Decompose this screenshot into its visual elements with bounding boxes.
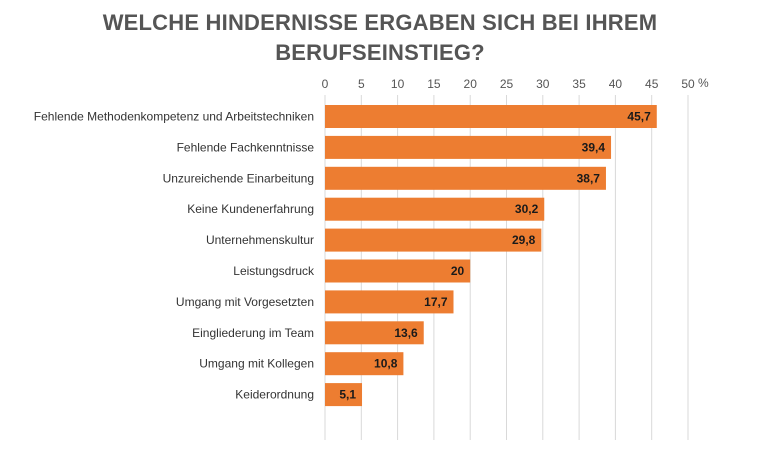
data-label: 39,4 <box>582 140 606 154</box>
data-label: 5,1 <box>339 388 356 402</box>
data-label: 30,2 <box>515 202 539 216</box>
category-label: Fehlende Methodenkompetenz und Arbeitste… <box>34 110 314 124</box>
bar <box>325 166 606 190</box>
bar <box>325 259 471 283</box>
bar <box>325 290 454 314</box>
data-label: 29,8 <box>512 233 536 247</box>
bar <box>325 197 545 221</box>
x-tick-label: 0 <box>322 77 329 91</box>
bar <box>325 228 542 252</box>
x-tick-label: 50 <box>681 77 695 91</box>
category-label: Umgang mit Kollegen <box>199 357 314 371</box>
category-label: Umgang mit Vorgesetzten <box>176 295 314 309</box>
category-label: Unzureichende Einarbeitung <box>163 171 314 185</box>
bar <box>325 135 612 159</box>
bar <box>325 321 424 345</box>
category-label: Eingliederung im Team <box>192 326 314 340</box>
category-label: Keiderordnung <box>235 388 314 402</box>
bar <box>325 383 363 407</box>
x-tick-label: 45 <box>645 77 659 91</box>
data-label: 17,7 <box>424 295 448 309</box>
data-label: 13,6 <box>394 326 418 340</box>
x-tick-label: 10 <box>391 77 405 91</box>
data-label: 10,8 <box>374 357 398 371</box>
category-label: Keine Kundenerfahrung <box>187 202 314 216</box>
x-tick-label: 15 <box>427 77 441 91</box>
data-label: 20 <box>451 264 465 278</box>
chart-title-line-1: WELCHE HINDERNISSE ERGABEN SICH BEI IHRE… <box>102 10 658 35</box>
x-tick-label: 25 <box>500 77 514 91</box>
bar <box>325 105 657 128</box>
data-label: 45,7 <box>627 110 651 124</box>
x-tick-label: 35 <box>572 77 586 91</box>
x-tick-label: 5 <box>358 77 365 91</box>
category-label: Fehlende Fachkenntnisse <box>177 140 315 154</box>
x-tick-label: 30 <box>536 77 550 91</box>
category-label: Leistungsdruck <box>233 264 315 278</box>
x-tick-label: 20 <box>464 77 478 91</box>
data-label: 38,7 <box>577 171 601 185</box>
x-tick-label: 40 <box>609 77 623 91</box>
chart-title-line-2: BERUFSEINSTIEG? <box>275 40 485 65</box>
category-label: Unternehmenskultur <box>206 233 314 247</box>
bar <box>325 352 404 376</box>
chart-title: WELCHE HINDERNISSE ERGABEN SICH BEI IHRE… <box>0 8 760 68</box>
x-axis-unit: % <box>698 76 709 90</box>
